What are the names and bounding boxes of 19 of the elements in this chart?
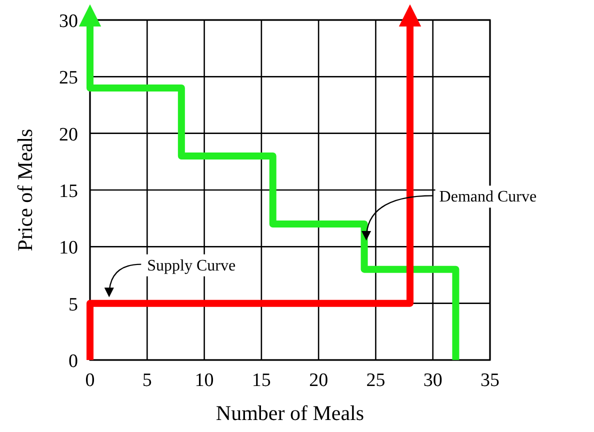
y-axis-title: Price of Meals (13, 128, 37, 252)
y-tick-label: 20 (59, 124, 78, 146)
x-axis-title: Number of Meals (216, 401, 364, 425)
y-tick-label: 15 (59, 181, 78, 202)
x-tick-label: 15 (252, 370, 271, 391)
x-tick-label: 25 (366, 370, 386, 391)
x-tick-label: 20 (309, 370, 328, 391)
x-tick-label: 35 (480, 370, 500, 391)
y-tick-label: 25 (59, 68, 78, 89)
x-tick-label: 5 (142, 370, 152, 391)
x-tick-label: 0 (85, 370, 95, 391)
y-tick-label: 30 (59, 11, 78, 32)
annotation: Supply Curve (147, 257, 236, 274)
y-tick-label: 10 (59, 238, 78, 259)
x-tick-label: 10 (194, 370, 214, 391)
y-tick-label: 0 (68, 351, 78, 372)
y-tick-label: 5 (68, 294, 78, 316)
x-tick-label: 30 (423, 370, 442, 391)
annotation: Demand Curve (439, 188, 537, 206)
